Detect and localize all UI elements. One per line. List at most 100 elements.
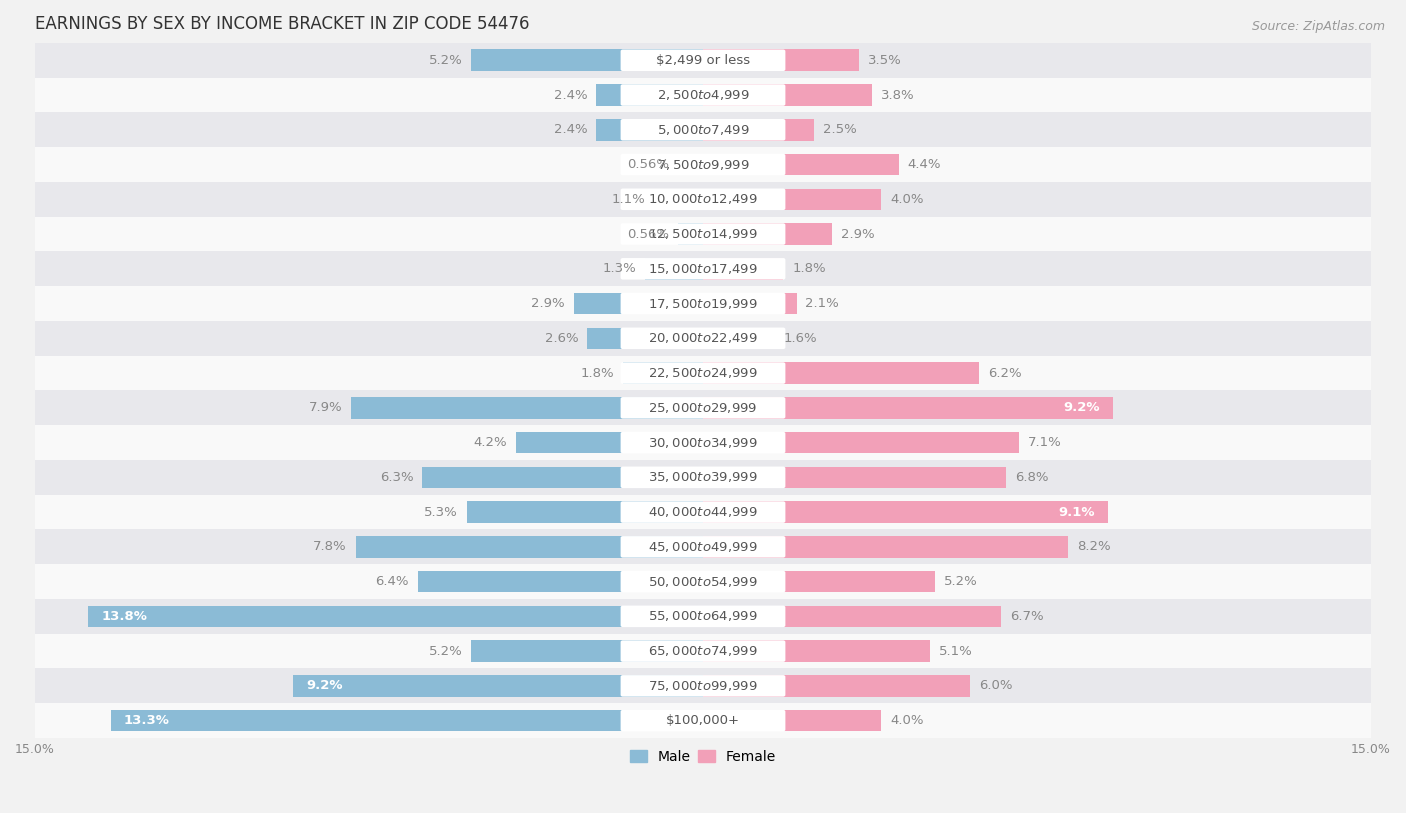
Text: 5.2%: 5.2% bbox=[429, 645, 463, 658]
Bar bbox=[703, 119, 814, 141]
Bar bbox=[516, 432, 703, 454]
Bar bbox=[35, 112, 1371, 147]
Bar bbox=[703, 641, 931, 662]
Bar bbox=[356, 536, 703, 558]
Text: 6.7%: 6.7% bbox=[1011, 610, 1043, 623]
Text: $12,500 to $14,999: $12,500 to $14,999 bbox=[648, 227, 758, 241]
Text: 3.8%: 3.8% bbox=[882, 89, 915, 102]
Text: 13.8%: 13.8% bbox=[101, 610, 148, 623]
Text: 5.1%: 5.1% bbox=[939, 645, 973, 658]
Bar bbox=[35, 217, 1371, 251]
Bar bbox=[703, 675, 970, 697]
Text: $50,000 to $54,999: $50,000 to $54,999 bbox=[648, 575, 758, 589]
Text: $30,000 to $34,999: $30,000 to $34,999 bbox=[648, 436, 758, 450]
FancyBboxPatch shape bbox=[620, 710, 786, 732]
Bar bbox=[35, 251, 1371, 286]
FancyBboxPatch shape bbox=[620, 258, 786, 280]
Text: 1.3%: 1.3% bbox=[602, 263, 636, 276]
Bar bbox=[703, 710, 882, 732]
FancyBboxPatch shape bbox=[620, 328, 786, 349]
Bar bbox=[294, 675, 703, 697]
Bar bbox=[471, 50, 703, 71]
Text: 2.4%: 2.4% bbox=[554, 89, 588, 102]
Text: $7,500 to $9,999: $7,500 to $9,999 bbox=[657, 158, 749, 172]
Bar bbox=[89, 606, 703, 627]
Text: 6.2%: 6.2% bbox=[988, 367, 1022, 380]
Bar bbox=[703, 328, 775, 349]
Text: 6.3%: 6.3% bbox=[380, 471, 413, 484]
Bar bbox=[678, 224, 703, 245]
Bar bbox=[471, 641, 703, 662]
FancyBboxPatch shape bbox=[620, 641, 786, 662]
Text: $17,500 to $19,999: $17,500 to $19,999 bbox=[648, 297, 758, 311]
Text: $40,000 to $44,999: $40,000 to $44,999 bbox=[648, 505, 758, 519]
Bar bbox=[35, 460, 1371, 494]
Bar bbox=[703, 258, 783, 280]
Bar bbox=[35, 78, 1371, 112]
Bar bbox=[35, 182, 1371, 217]
Text: Source: ZipAtlas.com: Source: ZipAtlas.com bbox=[1251, 20, 1385, 33]
FancyBboxPatch shape bbox=[620, 119, 786, 141]
FancyBboxPatch shape bbox=[620, 571, 786, 593]
Text: $45,000 to $49,999: $45,000 to $49,999 bbox=[648, 540, 758, 554]
Text: 0.56%: 0.56% bbox=[627, 228, 669, 241]
Text: 7.8%: 7.8% bbox=[314, 541, 347, 554]
Text: 4.2%: 4.2% bbox=[474, 436, 508, 449]
Bar bbox=[703, 189, 882, 210]
Bar bbox=[588, 328, 703, 349]
FancyBboxPatch shape bbox=[620, 467, 786, 488]
Bar bbox=[35, 633, 1371, 668]
Bar bbox=[418, 571, 703, 593]
Bar bbox=[703, 397, 1112, 419]
Legend: Male, Female: Male, Female bbox=[624, 744, 782, 769]
Text: 1.8%: 1.8% bbox=[792, 263, 825, 276]
Text: 1.6%: 1.6% bbox=[783, 332, 817, 345]
Text: $55,000 to $64,999: $55,000 to $64,999 bbox=[648, 610, 758, 624]
Text: 6.8%: 6.8% bbox=[1015, 471, 1049, 484]
Bar bbox=[703, 606, 1001, 627]
Bar bbox=[703, 293, 797, 315]
Bar bbox=[703, 85, 872, 106]
Text: $10,000 to $12,499: $10,000 to $12,499 bbox=[648, 193, 758, 207]
Bar bbox=[35, 147, 1371, 182]
Text: 1.8%: 1.8% bbox=[581, 367, 614, 380]
FancyBboxPatch shape bbox=[620, 606, 786, 627]
FancyBboxPatch shape bbox=[620, 154, 786, 176]
FancyBboxPatch shape bbox=[620, 536, 786, 558]
Bar bbox=[654, 189, 703, 210]
FancyBboxPatch shape bbox=[620, 224, 786, 245]
FancyBboxPatch shape bbox=[620, 675, 786, 697]
FancyBboxPatch shape bbox=[620, 432, 786, 454]
Text: $75,000 to $99,999: $75,000 to $99,999 bbox=[648, 679, 758, 693]
Bar bbox=[703, 536, 1069, 558]
Text: EARNINGS BY SEX BY INCOME BRACKET IN ZIP CODE 54476: EARNINGS BY SEX BY INCOME BRACKET IN ZIP… bbox=[35, 15, 530, 33]
Text: $25,000 to $29,999: $25,000 to $29,999 bbox=[648, 401, 758, 415]
Text: $35,000 to $39,999: $35,000 to $39,999 bbox=[648, 471, 758, 485]
Text: 13.3%: 13.3% bbox=[124, 714, 170, 727]
Text: $2,499 or less: $2,499 or less bbox=[657, 54, 749, 67]
Text: 2.1%: 2.1% bbox=[806, 297, 839, 310]
Text: $2,500 to $4,999: $2,500 to $4,999 bbox=[657, 88, 749, 102]
Bar bbox=[352, 397, 703, 419]
Bar bbox=[574, 293, 703, 315]
Text: 2.4%: 2.4% bbox=[554, 124, 588, 137]
Text: 4.0%: 4.0% bbox=[890, 193, 924, 206]
Bar bbox=[35, 43, 1371, 78]
Text: $15,000 to $17,499: $15,000 to $17,499 bbox=[648, 262, 758, 276]
Bar bbox=[35, 321, 1371, 355]
Bar bbox=[703, 363, 979, 384]
Text: 7.1%: 7.1% bbox=[1028, 436, 1062, 449]
Text: 1.1%: 1.1% bbox=[612, 193, 645, 206]
Bar bbox=[422, 467, 703, 488]
Bar bbox=[703, 50, 859, 71]
Text: 9.1%: 9.1% bbox=[1059, 506, 1095, 519]
FancyBboxPatch shape bbox=[620, 189, 786, 210]
FancyBboxPatch shape bbox=[620, 502, 786, 523]
Text: 4.4%: 4.4% bbox=[908, 158, 942, 171]
Text: 6.0%: 6.0% bbox=[979, 680, 1012, 693]
Text: 5.2%: 5.2% bbox=[429, 54, 463, 67]
Text: 2.6%: 2.6% bbox=[544, 332, 578, 345]
Bar bbox=[678, 154, 703, 176]
Text: 8.2%: 8.2% bbox=[1077, 541, 1111, 554]
Bar bbox=[703, 571, 935, 593]
